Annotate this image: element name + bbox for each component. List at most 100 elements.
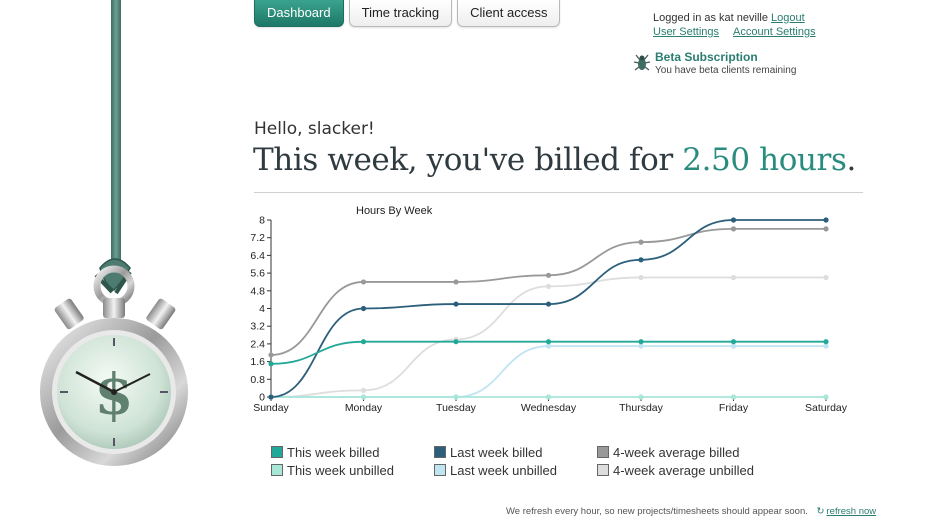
data-point[interactable]	[360, 394, 367, 400]
legend-swatch	[597, 446, 609, 458]
greeting: Hello, slacker!	[254, 119, 375, 139]
data-point[interactable]	[638, 274, 644, 281]
refresh-icon: ↻	[816, 506, 825, 517]
chart-title: Hours By Week	[356, 205, 433, 217]
y-tick-label: 7.2	[250, 232, 265, 244]
user-settings-link[interactable]: User Settings	[653, 26, 720, 38]
data-point[interactable]	[823, 339, 829, 345]
data-point[interactable]	[268, 352, 274, 358]
legend-item[interactable]: Last week billed	[434, 444, 597, 460]
legend-swatch	[271, 464, 283, 476]
data-point[interactable]	[545, 339, 552, 345]
data-point[interactable]	[823, 226, 829, 232]
legend-item[interactable]: This week unbilled	[271, 462, 434, 478]
refresh-text: We refresh every hour, so new projects/t…	[506, 506, 808, 517]
y-tick-label: 3.2	[250, 321, 265, 333]
data-point[interactable]	[730, 339, 737, 345]
beta-title: Beta Subscription	[655, 50, 758, 64]
tab-time-tracking[interactable]: Time tracking	[348, 0, 453, 27]
account-panel: Logged in as kat neville Logout User Set…	[653, 11, 830, 39]
legend-label: Last week unbilled	[450, 462, 557, 478]
data-point[interactable]	[360, 279, 367, 285]
data-point[interactable]	[545, 283, 552, 289]
data-point[interactable]	[823, 394, 829, 400]
divider	[254, 192, 863, 193]
hours-by-week-chart: Hours By Week 0 0.8 1.6 2.4 3.2 4 4.8 5.6 6.4 7.2…	[250, 205, 847, 414]
x-tick-label: Thursday	[619, 402, 664, 414]
logged-in-text: Logged in as kat neville	[653, 12, 768, 24]
y-tick-label: 8	[259, 215, 265, 227]
tab-dashboard[interactable]: Dashboard	[254, 0, 344, 27]
stopwatch-illustration: $	[40, 0, 188, 466]
y-tick-label: 0	[259, 392, 265, 404]
main-nav: Dashboard Time tracking Client access	[254, 0, 561, 27]
refresh-note: We refresh every hour, so new projects/t…	[506, 506, 876, 517]
data-point[interactable]	[823, 343, 829, 349]
data-point[interactable]	[360, 305, 367, 312]
data-point[interactable]	[453, 394, 459, 400]
legend-swatch	[597, 464, 609, 476]
data-point[interactable]	[360, 387, 367, 393]
x-tick-label: Monday	[345, 402, 383, 414]
y-tick-label: 4	[259, 303, 265, 315]
tab-client-access[interactable]: Client access	[457, 0, 561, 27]
x-tick-label: Wednesday	[521, 402, 577, 414]
x-tick-label: Sunday	[253, 402, 289, 414]
data-point[interactable]	[638, 394, 644, 400]
beta-subscription: Beta Subscription You have beta clients …	[632, 50, 796, 77]
beta-subtitle: You have beta clients remaining	[655, 65, 797, 76]
x-tick-label: Tuesday	[436, 402, 477, 414]
legend-label: 4-week average unbilled	[613, 462, 754, 478]
series-line-4-week-average-unbilled	[270, 276, 826, 398]
x-tick-label: Friday	[719, 402, 749, 414]
data-point[interactable]	[545, 272, 552, 278]
data-point[interactable]	[545, 343, 552, 349]
page-title: This week, you've billed for 2.50 hours.	[253, 142, 856, 178]
data-point[interactable]	[730, 226, 737, 232]
data-point[interactable]	[730, 343, 737, 349]
data-point[interactable]	[730, 217, 737, 223]
legend-label: This week billed	[287, 444, 380, 460]
headline-prefix: This week, you've billed for	[253, 142, 683, 178]
data-point[interactable]	[638, 339, 644, 345]
data-point[interactable]	[823, 217, 829, 223]
data-point[interactable]	[545, 394, 552, 400]
chart-legend: This week billed Last week billed 4-week a…	[271, 444, 787, 478]
account-settings-link[interactable]: Account Settings	[733, 26, 816, 38]
legend-item[interactable]: 4-week average unbilled	[597, 462, 787, 478]
data-point[interactable]	[730, 274, 737, 281]
legend-item[interactable]: 4-week average billed	[597, 444, 787, 460]
legend-item[interactable]: This week billed	[271, 444, 434, 460]
rope	[111, 0, 121, 262]
data-point[interactable]	[638, 343, 644, 349]
data-point[interactable]	[453, 301, 459, 307]
legend-item[interactable]: Last week unbilled	[434, 462, 597, 478]
series-line-4-week-average-billed	[270, 227, 826, 356]
beta-bug-icon	[633, 54, 651, 71]
series-line-last-week-billed	[270, 219, 826, 398]
y-tick-label: 6.4	[250, 250, 265, 262]
y-tick-label: 0.8	[250, 374, 265, 386]
legend-swatch	[434, 464, 446, 476]
data-point[interactable]	[268, 394, 274, 400]
y-tick-label: 2.4	[250, 338, 265, 350]
data-point[interactable]	[823, 274, 829, 281]
y-tick-label: 4.8	[250, 285, 265, 297]
y-tick-label: 1.6	[250, 356, 265, 368]
data-point[interactable]	[638, 239, 644, 245]
y-tick-label: 5.6	[250, 268, 265, 280]
billed-hours: 2.50 hours	[682, 142, 847, 178]
data-point[interactable]	[545, 301, 552, 307]
logout-link[interactable]: Logout	[771, 12, 805, 24]
data-point[interactable]	[360, 339, 367, 345]
data-point[interactable]	[730, 394, 737, 400]
refresh-now-link[interactable]: refresh now	[826, 506, 877, 517]
legend-label: This week unbilled	[287, 462, 394, 478]
data-point[interactable]	[453, 279, 459, 285]
data-point[interactable]	[638, 257, 644, 263]
data-point[interactable]	[268, 361, 274, 367]
legend-swatch	[271, 446, 283, 458]
series-line-last-week-unbilled	[271, 345, 826, 398]
data-point[interactable]	[453, 339, 459, 345]
legend-label: 4-week average billed	[613, 444, 740, 460]
